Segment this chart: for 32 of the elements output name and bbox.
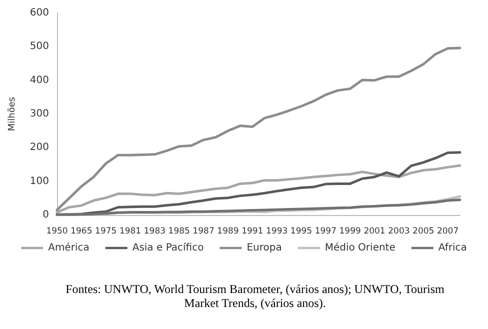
y-tick-label: 500: [30, 41, 49, 52]
x-tick-label: 2003: [388, 226, 410, 236]
x-tick-label: 1983: [144, 226, 166, 236]
text: Fontes: UNWTO, World Tourism Barometer, (vários anos); UNWTO, Tourism Market Trends, (vários anos).: [64, 282, 446, 310]
legend-label: Médio Oriente: [324, 242, 396, 254]
legend-label: América: [48, 242, 90, 254]
y-tick-label: 0: [42, 210, 49, 220]
y-tick-label: 300: [30, 108, 49, 120]
x-tick-label: 2001: [364, 226, 386, 236]
x-tick-label: 1965: [70, 226, 92, 236]
y-axis-title: Milhões: [8, 96, 18, 132]
y-tick-label: 200: [30, 142, 49, 154]
x-tick-label: 1987: [192, 226, 214, 236]
x-tick-label: 1997: [314, 226, 336, 236]
x-tick-label: 1993: [266, 226, 288, 236]
line-series: [56, 46, 462, 212]
x-tick-label: 1989: [217, 226, 239, 236]
x-tick-label: 1999: [339, 226, 361, 236]
x-tick-label: 1950: [46, 226, 68, 236]
legend-label: Africa: [438, 242, 467, 254]
x-tick-label: 2005: [412, 226, 434, 236]
x-tick-label: 1991: [242, 226, 264, 236]
x-tick-label: 1985: [168, 226, 190, 236]
x-tick-label: 1975: [95, 226, 117, 236]
x-tick-label: 2007: [436, 226, 459, 236]
y-tick-label: 600: [30, 8, 49, 18]
legend-label: Europa: [246, 242, 282, 254]
x-tick-label: 1981: [119, 226, 142, 236]
x-tick-label: 1995: [290, 226, 312, 236]
y-tick-label: 100: [30, 176, 49, 187]
y-tick-label: 400: [30, 74, 49, 86]
legend-label: Asia e Pacífico: [132, 242, 204, 254]
